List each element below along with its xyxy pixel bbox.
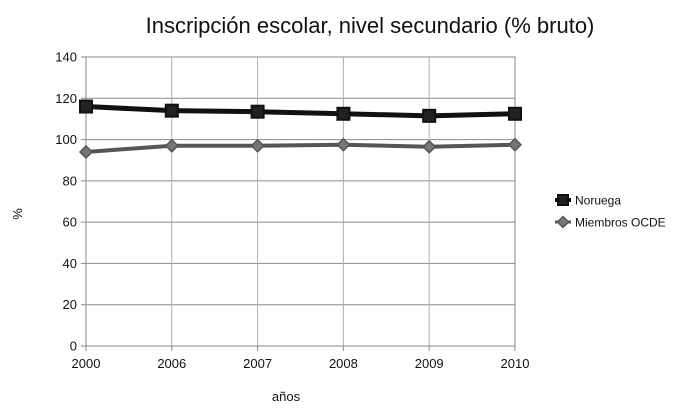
legend-label: Noruega — [575, 194, 621, 208]
legend: Noruega Miembros OCDE — [555, 194, 666, 230]
legend-marker — [556, 215, 570, 229]
x-axis-label: años — [272, 389, 301, 404]
series-noruega — [79, 99, 522, 123]
legend-label: Miembros OCDE — [575, 216, 666, 230]
x-tick-label: 2008 — [329, 356, 358, 371]
data-point — [508, 106, 522, 121]
data-point — [507, 137, 523, 152]
data-point — [78, 144, 94, 160]
y-tick-label: 0 — [70, 339, 77, 354]
data-point — [250, 138, 265, 153]
data-point — [422, 139, 437, 154]
y-tick-label: 20 — [63, 297, 77, 312]
x-tick-label: 2009 — [415, 356, 444, 371]
series-line — [85, 104, 516, 119]
axes — [81, 56, 516, 351]
x-tick-label: 2006 — [157, 356, 186, 371]
data-point — [79, 99, 93, 114]
legend-item: Noruega — [555, 194, 621, 208]
chart-title: Inscripción escolar, nivel secundario (%… — [146, 13, 595, 38]
data-point — [336, 106, 351, 121]
y-tick-label: 80 — [63, 173, 77, 188]
y-axis-label: % — [10, 208, 25, 220]
data-point — [336, 137, 351, 152]
x-tick-label: 2010 — [501, 356, 530, 371]
y-tick-label: 140 — [55, 50, 77, 65]
y-tick-label: 120 — [55, 91, 77, 106]
x-tick-label: 2007 — [243, 356, 272, 371]
series-layer — [78, 99, 523, 160]
tick-labels: 0 20 40 60 80 100 120 140 2000 2006 2007 2008 2009 20… — [55, 50, 529, 372]
data-point — [164, 103, 179, 118]
data-point — [422, 108, 437, 123]
data-point — [164, 138, 179, 153]
series-miembros-ocde — [78, 137, 523, 160]
data-point — [250, 104, 265, 119]
gridlines — [85, 56, 516, 347]
y-tick-label: 100 — [55, 132, 77, 147]
series-line — [85, 142, 516, 154]
y-tick-label: 40 — [63, 256, 77, 271]
y-tick-label: 60 — [63, 215, 77, 230]
x-tick-label: 2000 — [72, 356, 101, 371]
legend-marker — [557, 194, 569, 206]
plot-area-frame — [85, 56, 516, 347]
legend-item: Miembros OCDE — [555, 215, 666, 230]
